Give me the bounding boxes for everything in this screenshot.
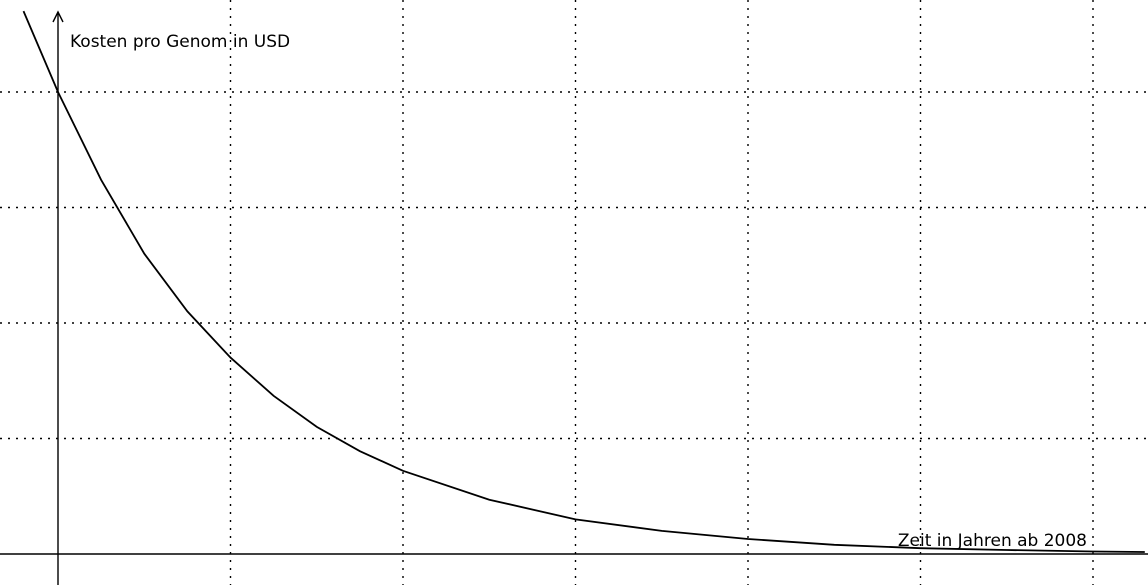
y-axis-label: Kosten pro Genom in USD: [70, 32, 290, 52]
series-line: [22, 10, 1145, 553]
y-axis-arrow-icon: [52, 10, 64, 23]
x-axis-label: Zeit in Jahren ab 2008: [898, 531, 1087, 551]
